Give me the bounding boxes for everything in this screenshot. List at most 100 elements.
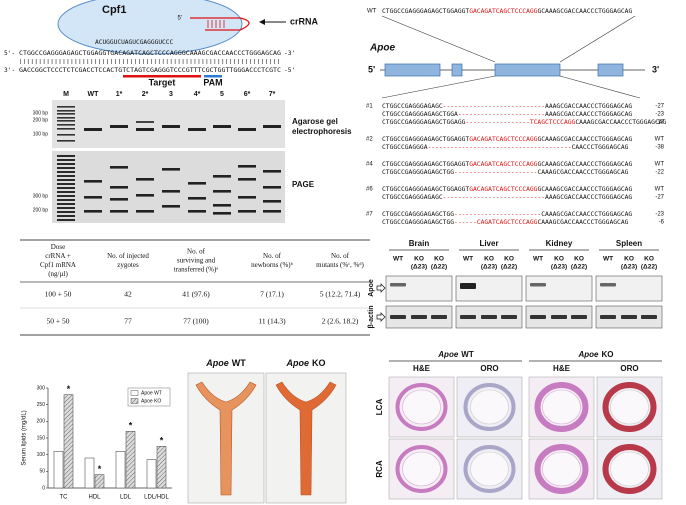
vessel-wall [602, 382, 657, 432]
bar-hatch [157, 446, 166, 488]
sequence: CTGGCCGAGGGAGAGC------------------------… [382, 194, 632, 201]
band [57, 171, 75, 173]
indel-label: -27 [655, 195, 664, 201]
sequence-segment: CTGGCCGAGGGAGAGCTGGAGGT [382, 8, 469, 15]
protein-label: Apoe [368, 279, 375, 297]
sequence-segment: AAAGCGACCAACCCTGGGAGCAG [545, 111, 632, 118]
ladder-label: 200 bp [33, 117, 49, 123]
band [600, 315, 616, 319]
sequence-segment: -----------------TCAGCTCCCAGG [465, 119, 575, 126]
sequence-segment: GACAGATCAGCTCCCAGG [469, 136, 537, 143]
lane-label: KO [504, 256, 514, 263]
band [57, 203, 75, 205]
zoom-line [381, 15, 496, 63]
band [263, 210, 281, 213]
crrna-label: crRNA [290, 16, 319, 26]
photo-label: Apoe KO [286, 358, 326, 368]
sequence-segment: CTGGCCGAGGGAGAGC [382, 194, 443, 201]
indel-label: WT [655, 162, 665, 168]
lane-label: KO [414, 256, 424, 263]
sequence-segment: -------------------------------------- [428, 144, 572, 151]
band [136, 194, 154, 197]
band [263, 200, 281, 203]
band [460, 283, 476, 289]
lane-label: (Δ23) [621, 264, 637, 271]
genotype: KO [602, 350, 614, 359]
lane-label: WT [533, 256, 543, 263]
lane-label: KO [554, 256, 564, 263]
band [57, 207, 75, 209]
table-cell: 2 (2.6, 18.2) [322, 317, 359, 326]
band-arrow [376, 312, 386, 322]
table-header: No. of [331, 252, 350, 260]
band [57, 120, 75, 122]
blot [525, 275, 593, 302]
seq-label: WT [367, 9, 377, 15]
table-cell: 100 + 50 [45, 290, 72, 299]
band [57, 211, 75, 213]
gene-name: Apoe [437, 350, 459, 359]
sequence: CTGGCCGAGGGAGAGCTGGA--------------------… [382, 111, 632, 118]
band [57, 140, 75, 142]
legend-swatch [130, 390, 139, 396]
y-tick-label: 250 [37, 402, 46, 408]
sequence-segment: CTGGCCGAGGGAGAGCTGGAGGT [382, 136, 469, 143]
band [57, 134, 75, 136]
gel-label: electrophoresis [292, 127, 352, 136]
x-tick-label: HDL [88, 495, 101, 501]
x-tick-label: LDL [120, 495, 132, 501]
lane-label: 3 [169, 91, 173, 98]
band [162, 205, 180, 208]
sequence-segment: CTGGCCGAGGGAGAGCTGGAGGT [382, 161, 469, 168]
band [57, 163, 75, 165]
sequence-segment: CTGGCCGAGGGAGAGCTGG [382, 211, 454, 218]
table-cell: 5 (12.2, 71.4) [320, 290, 361, 299]
lane-label: 7* [269, 91, 276, 98]
sequence: CTGGCCGAGGGAGAGCTGGAGGTGACAGATCAGCTCCCAG… [382, 136, 632, 143]
y-tick-label: 50 [39, 469, 45, 475]
vessel-wall [395, 445, 448, 493]
vessel-lumen [610, 451, 649, 487]
lane-label: KO [574, 256, 584, 263]
band [460, 315, 476, 319]
band [57, 179, 75, 181]
group-label: Apoe KO [578, 350, 614, 359]
pam-label: PAM [203, 77, 222, 87]
lane-label: (Δ23) [551, 264, 567, 271]
band [57, 191, 75, 193]
lane-label: 6* [244, 91, 251, 98]
target-bar [123, 75, 201, 78]
legend-swatch [131, 398, 138, 404]
indel-label: -23 [655, 112, 664, 118]
table-cell: 11 (14.3) [258, 317, 286, 326]
bar-hatch [64, 394, 73, 488]
sequence-segment: ------CAGATCAGCTCCCAGG [454, 219, 538, 226]
sequence: CTGGCCGAGGGAGAGCTGGAGG-----------------T… [382, 119, 667, 126]
crrna-5prime: 5' [178, 16, 182, 22]
band [57, 106, 75, 108]
y-axis-label: Serum lipids (mg/dL) [22, 410, 28, 465]
agarose-gel [52, 100, 285, 148]
band [213, 125, 231, 128]
sequence-segment: CAAAGCGACCAACCCTGGGAGCAG [541, 211, 632, 218]
band [110, 166, 128, 169]
bar-hatch [95, 474, 104, 488]
sequence-segment: ---------------------- [454, 169, 537, 176]
indel-label: -22 [655, 170, 664, 176]
band [136, 121, 154, 123]
band [57, 110, 75, 112]
sequence-segment: ----------------------- [454, 211, 541, 218]
y-tick-label: 100 [37, 452, 46, 458]
table-header: No. of [187, 248, 206, 256]
legend-label: Apoe WT [141, 390, 162, 396]
band [551, 315, 567, 319]
strand-end: -5' [284, 67, 295, 74]
band [57, 183, 75, 185]
protein-label: β-actin [368, 306, 375, 329]
sequence-segment: CTGGCCGAGGGAGAGCTGGAGGT [382, 186, 469, 193]
vessel-lumen [402, 389, 441, 425]
gene-name: Apoe [205, 358, 229, 368]
exon [384, 63, 441, 77]
gene-end: 5' [368, 64, 375, 74]
vessel-lumen [402, 451, 441, 487]
